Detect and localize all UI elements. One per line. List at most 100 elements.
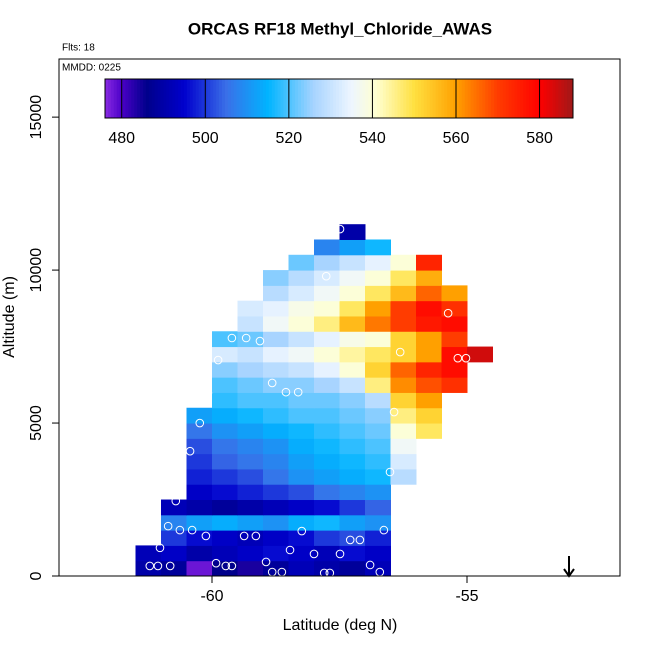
colorbar-swatch: [204, 79, 208, 118]
colorbar-swatch: [391, 79, 395, 118]
colorbar-swatch: [183, 79, 188, 118]
heat-cell: [365, 468, 391, 485]
colorbar-swatch: [125, 79, 129, 118]
heat-cell: [263, 484, 289, 501]
heat-cell: [263, 499, 289, 516]
colorbar-swatch: [166, 79, 170, 118]
heat-cell: [161, 545, 187, 562]
colorbar-swatch: [160, 79, 164, 118]
sample-point: [309, 549, 319, 559]
colorbar-swatch: [154, 79, 159, 118]
sample-point: [153, 561, 163, 571]
colorbar-swatch: [303, 79, 308, 118]
colorbar-swatch: [151, 79, 156, 118]
sample-point: [395, 347, 405, 357]
colorbar-swatch: [262, 79, 267, 118]
heat-cell: [390, 468, 417, 485]
colorbar-swatch: [420, 79, 425, 118]
colorbar-swatch: [543, 79, 548, 118]
heat-cell: [365, 254, 391, 271]
heat-cell: [314, 377, 340, 393]
heat-cell: [263, 545, 289, 562]
heat-cell: [237, 392, 264, 409]
heat-cell: [263, 514, 289, 531]
colorbar-swatch: [239, 79, 243, 118]
heat-cell: [314, 560, 340, 577]
heat-cell: [263, 438, 289, 455]
heat-cell: [186, 438, 213, 455]
sample-point: [297, 526, 307, 536]
colorbar-swatch: [461, 79, 466, 118]
heat-cell: [365, 377, 391, 393]
colorbar-swatch: [175, 79, 179, 118]
heat-cell: [365, 331, 391, 348]
heat-cell: [390, 423, 417, 439]
heat-cell: [339, 438, 366, 455]
sample-point: [285, 545, 295, 555]
sample-point: [203, 388, 213, 398]
sample-point: [227, 561, 237, 571]
heat-cell: [441, 285, 468, 302]
colorbar-swatch: [534, 79, 539, 118]
colorbar-swatch: [397, 79, 401, 118]
colorbar-swatch: [415, 79, 419, 118]
heat-cell: [314, 438, 340, 455]
colorbar-swatch: [219, 79, 223, 118]
colorbar-swatch: [505, 79, 510, 118]
colorbar-swatch: [286, 79, 290, 118]
heat-cell: [263, 300, 289, 317]
sample-point: [335, 549, 345, 559]
heat-cell: [365, 499, 391, 516]
colorbar-swatch: [298, 79, 302, 118]
colorbar-swatch: [110, 79, 115, 118]
colorbar-swatch: [128, 79, 132, 118]
heat-cell: [314, 270, 340, 286]
heat-cell: [314, 346, 340, 363]
sample-point: [213, 355, 223, 365]
colorbar-swatch: [385, 79, 390, 118]
colorbar-swatch: [444, 79, 448, 118]
colorbar-swatch: [476, 79, 480, 118]
heat-cell: [237, 514, 264, 531]
heat-cell: [314, 514, 340, 531]
colorbar-swatch: [341, 79, 346, 118]
colorbar-swatch: [230, 79, 235, 118]
heat-cell: [263, 346, 289, 363]
colorbar-swatch: [277, 79, 281, 118]
heat-cell: [339, 346, 366, 363]
heat-cell: [390, 270, 417, 286]
colorbar-swatch: [213, 79, 217, 118]
colorbar-swatch: [546, 79, 550, 118]
colorbar-swatch: [362, 79, 366, 118]
heat-cell: [288, 514, 315, 531]
sample-point: [365, 560, 375, 570]
sample-point: [255, 336, 265, 346]
sample-point: [145, 561, 155, 571]
sample-point: [325, 568, 335, 578]
sample-point: [293, 387, 303, 397]
heat-cell: [263, 423, 289, 439]
sample-point: [261, 557, 271, 567]
colorbar-frame: [104, 78, 574, 119]
sample-point: [453, 353, 463, 363]
heat-cell: [339, 285, 366, 302]
heat-cell: [339, 315, 366, 332]
heat-cell: [263, 315, 289, 332]
heat-cell: [288, 438, 315, 455]
colorbar-swatch: [312, 79, 316, 118]
colorbar-tick-label: 580: [526, 130, 553, 147]
colorbar-swatch: [283, 79, 287, 118]
heat-cell: [263, 392, 289, 409]
colorbar-swatch: [148, 79, 153, 118]
annotation: MMDD: 0225: [62, 63, 121, 74]
colorbar-swatch: [280, 79, 284, 118]
colorbar-swatch: [526, 79, 530, 118]
colorbar-swatch: [216, 79, 220, 118]
heat-cell: [314, 392, 340, 409]
heat-cell: [186, 468, 213, 485]
colorbar-swatch: [292, 79, 296, 118]
colorbar-tick-label: 480: [108, 130, 135, 147]
heat-cell: [288, 423, 315, 439]
colorbar-swatch: [195, 79, 199, 118]
heat-cell: [339, 499, 366, 516]
